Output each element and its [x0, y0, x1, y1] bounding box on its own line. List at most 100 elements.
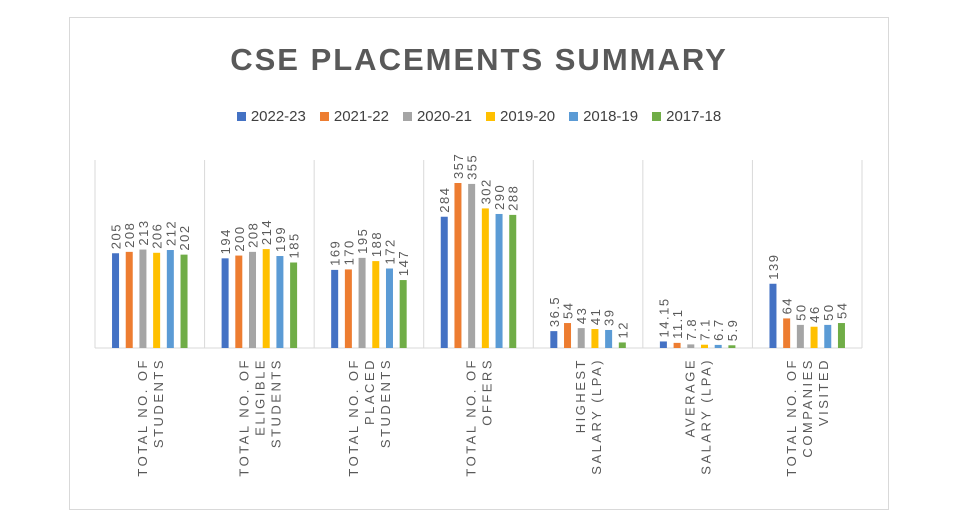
- bar: [495, 213, 503, 348]
- data-label: 43: [574, 307, 589, 324]
- data-label: 64: [780, 297, 795, 314]
- bar: [810, 326, 818, 348]
- bar: [221, 258, 229, 348]
- data-label: 6.7: [711, 318, 726, 341]
- legend-label: 2017-18: [666, 108, 722, 125]
- bar: [153, 252, 161, 348]
- legend-item-2017-18: 2017-18: [652, 108, 721, 125]
- legend-swatch: [402, 112, 412, 121]
- data-label: 5.9: [725, 319, 740, 342]
- data-label: 194: [218, 228, 233, 254]
- data-label: 147: [396, 250, 411, 276]
- data-label: 355: [465, 154, 480, 180]
- bar: [837, 323, 845, 348]
- category-label: AVERAGE: [683, 358, 698, 437]
- bar: [249, 251, 257, 348]
- bar: [358, 257, 366, 348]
- legend-swatch: [486, 112, 495, 121]
- bar: [577, 328, 585, 348]
- data-label: 139: [766, 254, 781, 280]
- category-label: TOTAL NO. OF: [346, 358, 361, 477]
- legend-label: 2019-20: [500, 108, 556, 125]
- legend-item-2020-21: 2020-21: [402, 108, 472, 125]
- legend-label: 2021-22: [333, 108, 389, 125]
- bar: [276, 256, 284, 348]
- legend-item-2018-19: 2018-19: [569, 108, 638, 125]
- data-label: 185: [287, 232, 302, 258]
- data-label: 200: [232, 225, 247, 251]
- data-label: 208: [122, 222, 137, 248]
- bar: [440, 216, 448, 348]
- category-label: STUDENTS: [378, 358, 393, 448]
- data-label: 39: [602, 309, 617, 326]
- data-label: 50: [821, 303, 836, 320]
- bar: [180, 254, 188, 348]
- bar: [385, 268, 393, 348]
- data-label: 288: [506, 185, 521, 211]
- data-label: 7.8: [684, 318, 699, 341]
- data-label: 169: [328, 240, 343, 266]
- bar: [235, 255, 243, 348]
- category-label: TOTAL NO. OF: [135, 358, 150, 477]
- bar: [125, 251, 133, 348]
- bar: [591, 329, 599, 348]
- category-label: TOTAL NO. OF: [464, 358, 479, 477]
- data-label: 172: [382, 238, 397, 264]
- data-label: 214: [259, 219, 274, 245]
- category-label: TOTAL NO. OF: [784, 358, 799, 477]
- bar: [796, 324, 804, 348]
- bar: [769, 283, 777, 348]
- category-label: VISITED: [816, 358, 831, 426]
- bar: [166, 250, 174, 348]
- data-label: 206: [150, 223, 165, 249]
- data-label: 199: [273, 226, 288, 252]
- data-label: 7.1: [697, 318, 712, 341]
- legend-label: 2020-21: [416, 108, 472, 125]
- data-label: 36.5: [547, 296, 562, 327]
- data-label: 170: [341, 239, 356, 265]
- bar: [605, 329, 613, 348]
- category-label: STUDENTS: [151, 358, 166, 448]
- legend-swatch: [236, 112, 246, 121]
- bar: [659, 341, 667, 348]
- data-label: 14.15: [656, 297, 671, 337]
- bar: [290, 262, 298, 348]
- bar: [728, 345, 736, 348]
- data-label: 284: [437, 187, 452, 213]
- legend-swatch: [569, 112, 579, 121]
- bar: [687, 344, 695, 348]
- category-label: OFFERS: [480, 358, 495, 426]
- bar: [824, 324, 832, 348]
- data-label: 208: [246, 222, 261, 248]
- bar: [344, 269, 352, 348]
- data-label: 202: [177, 224, 192, 250]
- bar: [372, 261, 380, 348]
- bar: [262, 249, 270, 348]
- legend-swatch: [319, 112, 329, 121]
- data-label: 188: [369, 231, 384, 257]
- bar: [454, 183, 462, 348]
- bar: [509, 214, 517, 348]
- bar: [139, 249, 147, 348]
- category-label: STUDENTS: [268, 358, 283, 448]
- category-label: HIGHEST: [573, 358, 588, 433]
- data-label: 54: [834, 302, 849, 319]
- bar: [331, 269, 339, 348]
- category-label: TOTAL NO. OF: [236, 358, 251, 477]
- bar: [783, 318, 791, 348]
- bar: [564, 323, 572, 348]
- legend-item-2019-20: 2019-20: [486, 108, 555, 125]
- data-label: 357: [451, 153, 466, 179]
- data-label: 213: [136, 219, 151, 245]
- data-label: 54: [561, 302, 576, 319]
- bar: [673, 342, 681, 348]
- legend-item-2021-22: 2021-22: [319, 108, 389, 125]
- category-label: PLACED: [362, 358, 377, 425]
- data-label: 11.1: [670, 309, 685, 339]
- data-label: 212: [163, 220, 178, 246]
- data-label: 41: [588, 308, 603, 325]
- bar: [550, 331, 558, 348]
- data-label: 290: [492, 184, 507, 210]
- bar: [112, 253, 120, 348]
